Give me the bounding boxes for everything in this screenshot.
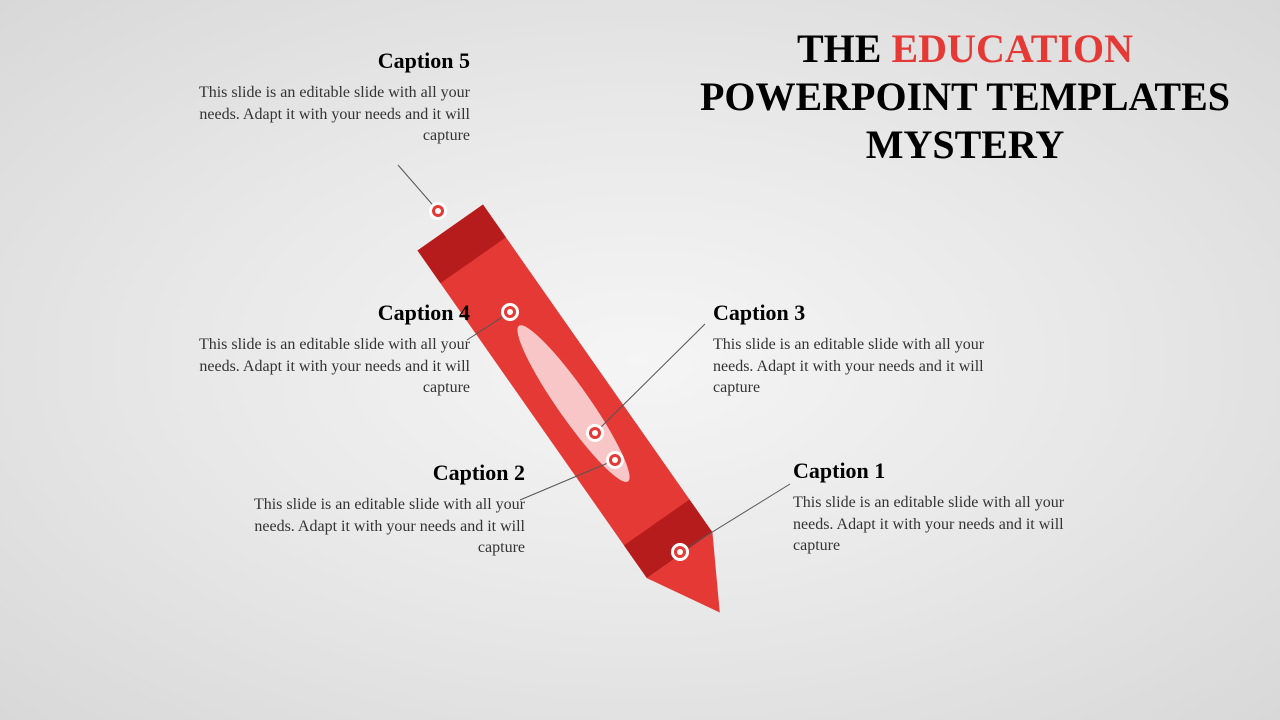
- slide-title: THE EDUCATION POWERPOINT TEMPLATES MYSTE…: [680, 25, 1250, 169]
- title-part2: EDUCATION: [891, 26, 1133, 71]
- target-marker: [501, 303, 519, 321]
- caption-block: Caption 1 This slide is an editable slide…: [793, 458, 1078, 557]
- caption-body: This slide is an editable slide with all…: [713, 334, 998, 399]
- leader-line: [680, 484, 790, 552]
- title-part1: THE: [797, 26, 891, 71]
- caption-title: Caption 1: [793, 458, 1078, 484]
- target-marker: [671, 543, 689, 561]
- caption-body: This slide is an editable slide with all…: [185, 82, 470, 147]
- leader-line: [467, 312, 510, 340]
- caption-title: Caption 4: [185, 300, 470, 326]
- leader-line: [595, 324, 705, 433]
- caption-block: Caption 4 This slide is an editable slide…: [185, 300, 470, 399]
- caption-block: Caption 3 This slide is an editable slide…: [713, 300, 998, 399]
- target-marker: [606, 451, 624, 469]
- caption-title: Caption 3: [713, 300, 998, 326]
- leader-line: [520, 460, 615, 500]
- caption-block: Caption 5 This slide is an editable slide…: [185, 48, 470, 147]
- caption-block: Caption 2 This slide is an editable slide…: [240, 460, 525, 559]
- caption-body: This slide is an editable slide with all…: [240, 494, 525, 559]
- target-marker: [429, 202, 447, 220]
- target-marker: [586, 424, 604, 442]
- caption-body: This slide is an editable slide with all…: [185, 334, 470, 399]
- caption-body: This slide is an editable slide with all…: [793, 492, 1078, 557]
- crayon-icon: [417, 205, 752, 636]
- leader-line: [398, 165, 438, 211]
- caption-title: Caption 2: [240, 460, 525, 486]
- caption-title: Caption 5: [185, 48, 470, 74]
- title-part3: POWERPOINT TEMPLATES MYSTERY: [700, 74, 1230, 167]
